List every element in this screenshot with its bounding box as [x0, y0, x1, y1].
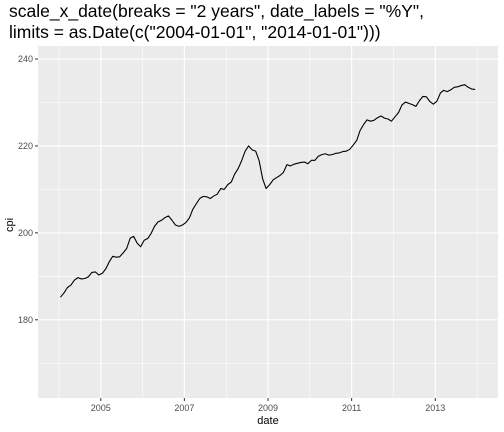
x-tick-label: 2011 — [342, 403, 361, 413]
x-tick-label: 2013 — [425, 403, 445, 413]
series-line — [60, 84, 476, 298]
x-tick-label: 2005 — [91, 403, 111, 413]
x-axis-ticks: 2005 2007 2009 2011 2013 — [91, 398, 445, 413]
x-tick-label: 2009 — [258, 403, 278, 413]
chart-title-line-2: limits = as.Date(c("2004-01-01", "2014-0… — [9, 22, 381, 42]
y-tick-label: 220 — [18, 141, 33, 151]
x-tick-label: 2007 — [174, 403, 194, 413]
grid-minor-x — [58, 46, 478, 398]
chart-title-line-1: scale_x_date(breaks = "2 years", date_la… — [9, 1, 424, 22]
y-tick-label: 200 — [18, 228, 33, 238]
y-tick-label: 240 — [18, 54, 33, 64]
y-tick-label: 180 — [18, 315, 33, 325]
y-axis-ticks: 180 200 220 240 — [18, 54, 38, 325]
grid-major-x — [100, 46, 436, 398]
x-axis-label: date — [257, 415, 278, 427]
y-axis-label: cpi — [4, 218, 16, 232]
